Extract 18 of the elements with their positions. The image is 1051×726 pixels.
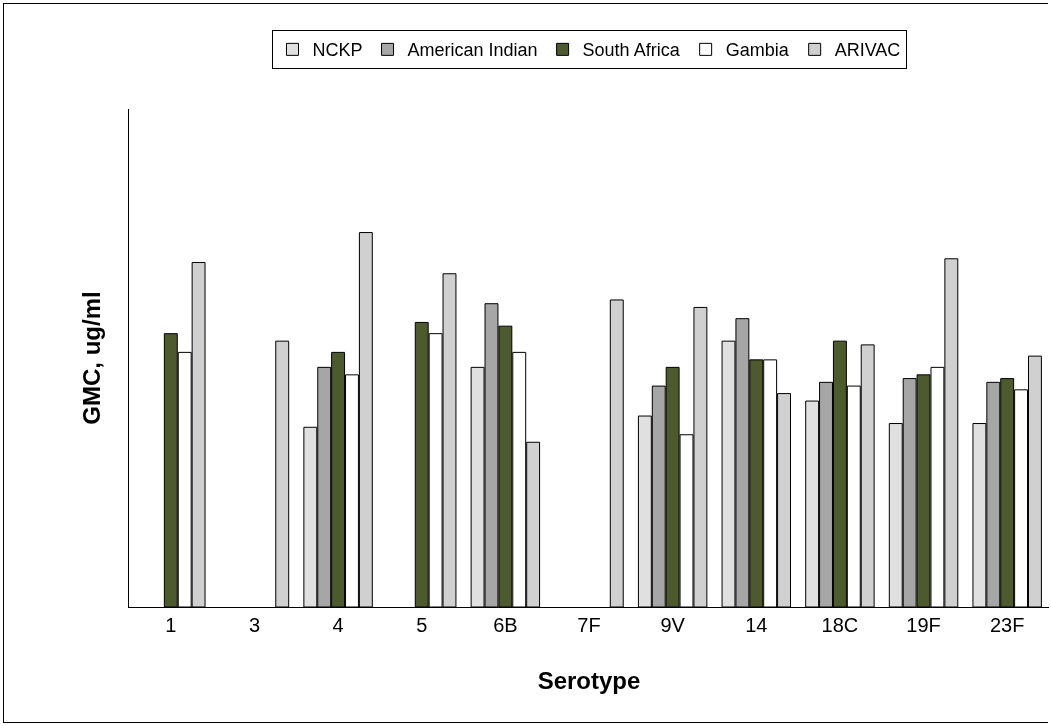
x-tick-label: 18C bbox=[821, 614, 859, 636]
x-axis-title: Serotype bbox=[537, 667, 641, 694]
x-tick-label: 5 bbox=[416, 614, 428, 636]
x-tick-label: 19F bbox=[906, 614, 941, 636]
legend-label: South Africa bbox=[582, 40, 681, 61]
x-tick-label: 4 bbox=[332, 614, 344, 636]
legend-label: Gambia bbox=[725, 40, 790, 61]
x-tick-label: 9V bbox=[660, 614, 686, 636]
x-tick-label: 3 bbox=[248, 614, 261, 636]
legend-label: NCKP bbox=[312, 40, 363, 61]
x-tick-label: 6B bbox=[493, 614, 518, 636]
legend-label: ARIVAC bbox=[834, 40, 901, 61]
x-tick-label: 14 bbox=[745, 614, 768, 636]
x-tick-label: 1 bbox=[165, 614, 177, 636]
x-tick-label: 7F bbox=[577, 614, 601, 636]
x-tick-label: 23F bbox=[989, 614, 1025, 636]
y-axis-title: GMC, ug/ml bbox=[78, 291, 106, 425]
legend-label: American Indian bbox=[407, 40, 538, 61]
